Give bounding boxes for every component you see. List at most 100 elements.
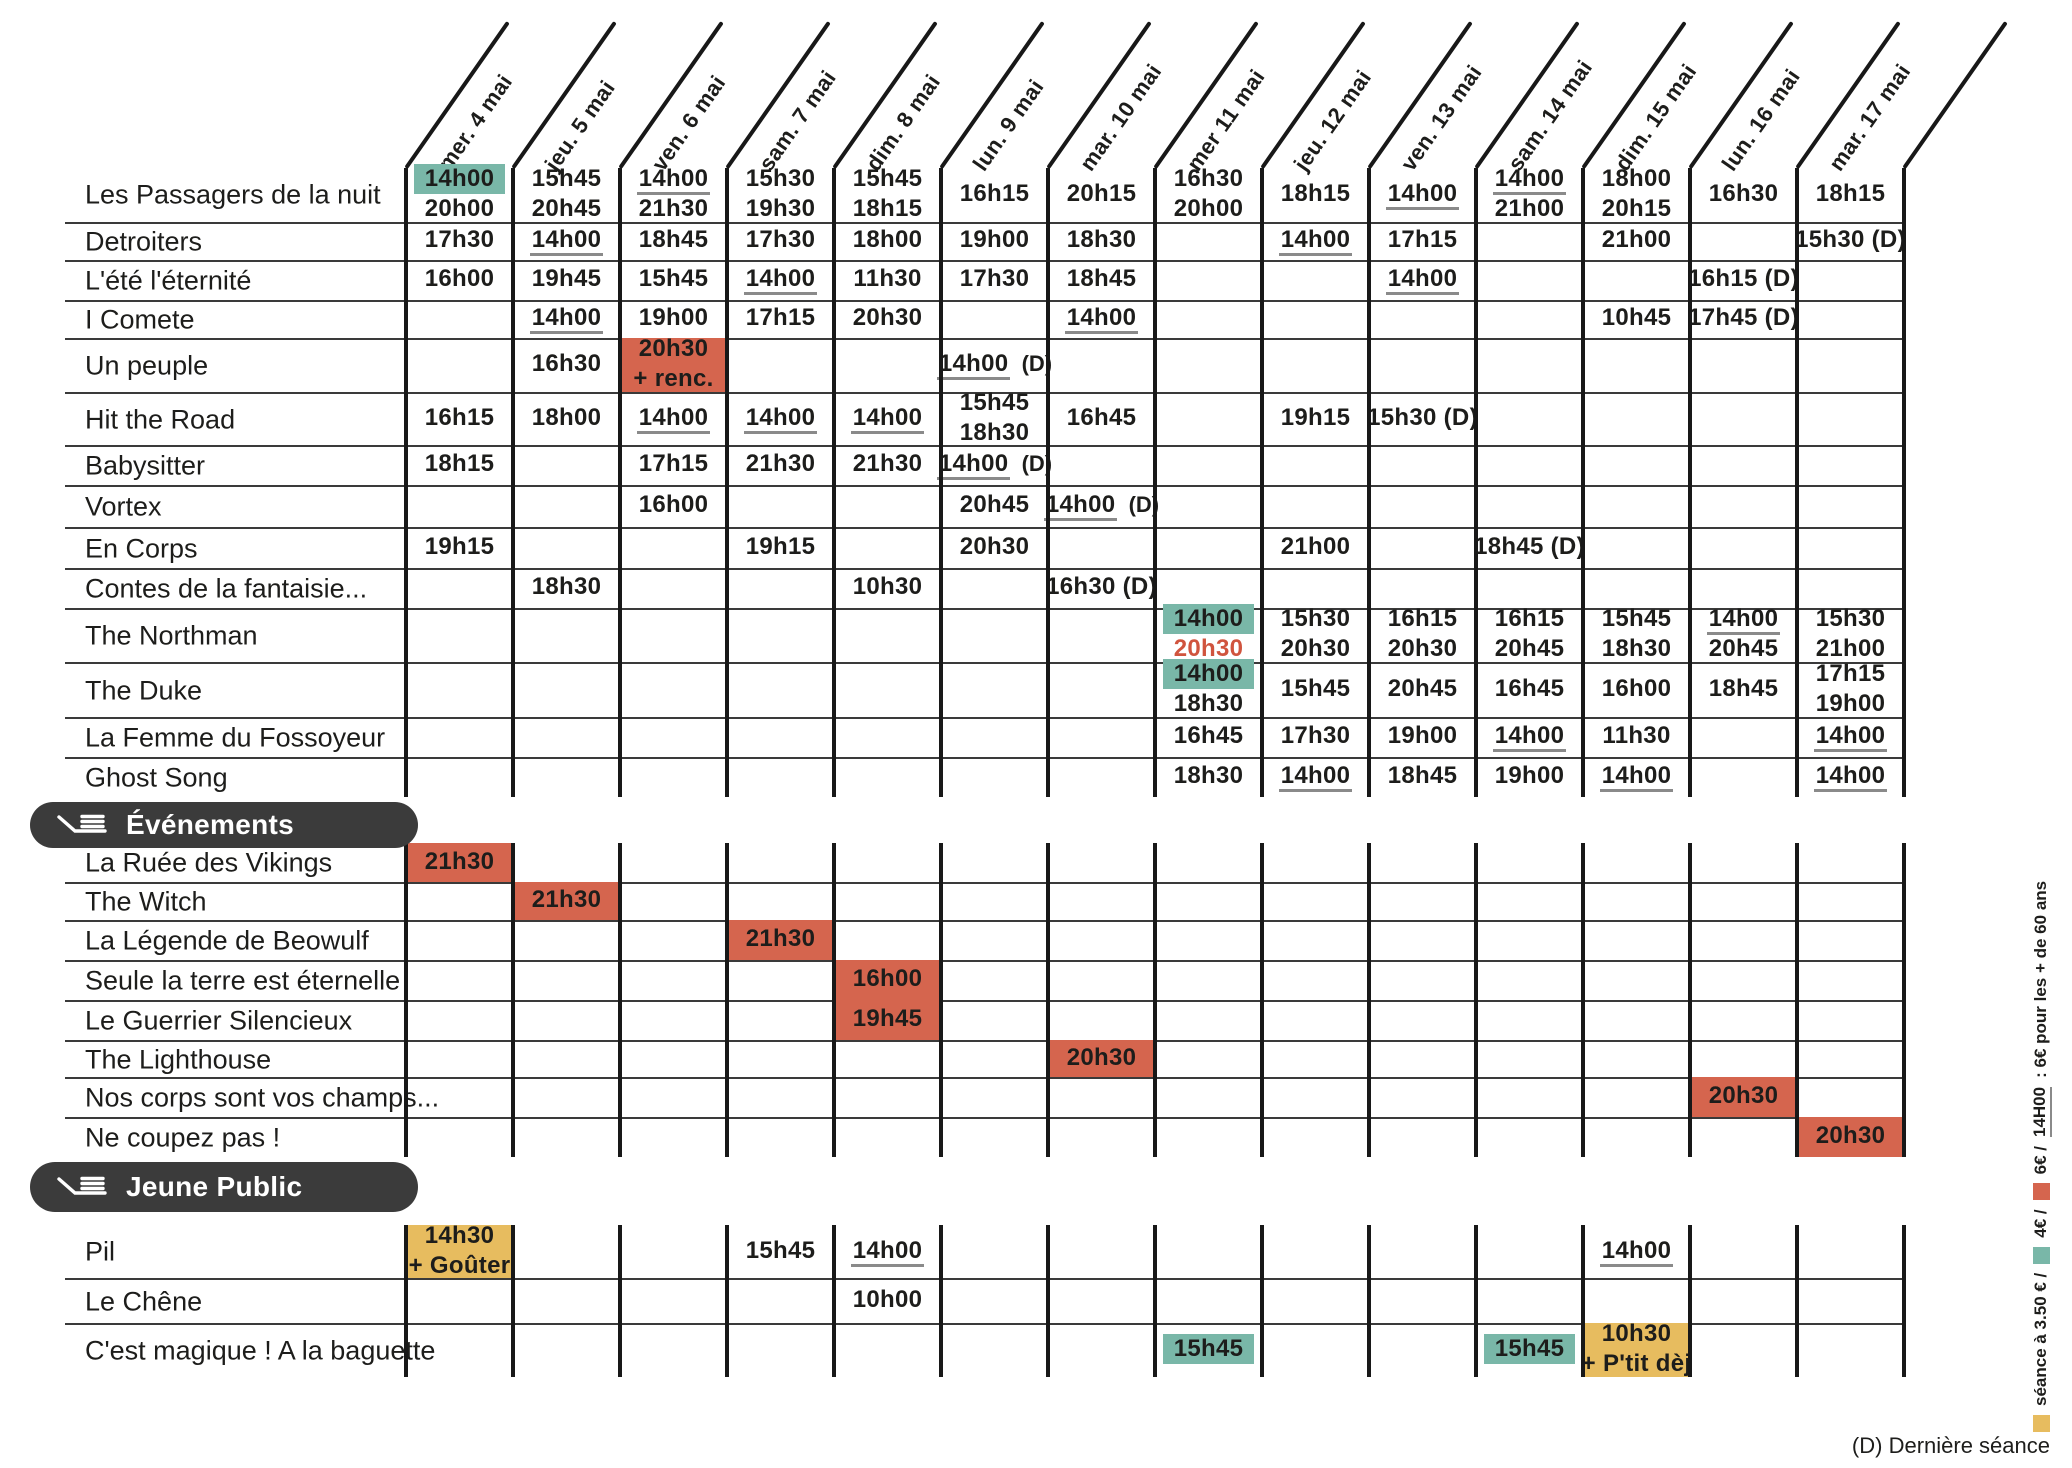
showtime-text: + renc.	[633, 365, 714, 392]
showtime: 21h30	[532, 886, 602, 916]
column-line	[1153, 1225, 1157, 1377]
showtime-cell: 15h45	[1476, 1323, 1583, 1377]
showtime-text: 18h45	[1387, 762, 1458, 789]
showtime-text: 11h30	[853, 265, 922, 292]
showtime: 21h00	[1495, 195, 1565, 225]
showtime-text: 15h30 (D)	[1367, 403, 1478, 431]
showtime-cell: 15h30 21h00	[1797, 605, 1904, 662]
film-title: Ghost Song	[85, 762, 228, 793]
showtime-cell: 14h00	[1476, 717, 1583, 757]
showtime: 21h00	[1602, 226, 1672, 256]
showtime-cell: 11h30	[1583, 717, 1690, 757]
showtime-cell: 19h15	[727, 527, 834, 568]
film-row: La Ruée des Vikings	[65, 843, 1904, 882]
showtime-cell: 14h00 (D)	[936, 338, 1052, 392]
showtime: 14h00	[1813, 722, 1888, 752]
showtime: 20h15	[1602, 195, 1672, 225]
showtime-text: 14h00	[1064, 304, 1139, 334]
film-row: C'est magique ! A la baguette	[65, 1323, 1904, 1377]
showtime: 10h30	[1602, 1320, 1672, 1350]
checklist-icon	[56, 1174, 108, 1200]
section-title: Événements	[126, 809, 294, 840]
film-row: Un peuple	[65, 338, 1904, 392]
showtime-cell: 14h00	[1583, 757, 1690, 797]
column-line	[1474, 843, 1478, 1157]
showtime-text: 14h00	[1599, 1236, 1674, 1267]
showtime-cell: 14h00	[513, 222, 620, 260]
showtime-cell: 15h45	[1155, 1323, 1262, 1377]
showtime-text: 16h45	[1173, 722, 1244, 749]
showtime-cell: 14h00	[834, 1225, 941, 1278]
showtime-text: 20h45	[1387, 674, 1458, 702]
column-line	[1474, 168, 1478, 797]
showtime-cell: 15h45	[727, 1225, 834, 1278]
showtime: 18h15	[853, 195, 923, 225]
showtime: 19h00	[639, 304, 709, 334]
showtime-cell: 20h30	[1048, 1040, 1155, 1077]
showtime: 14h00	[1162, 658, 1255, 690]
section-pill-evenements: Événements	[30, 802, 418, 848]
column-line	[1367, 843, 1371, 1157]
column-line	[404, 843, 408, 1157]
showtime: 16h00	[853, 965, 923, 995]
showtime: 16h15	[425, 404, 495, 434]
showtime: 16h15	[1495, 605, 1565, 635]
showtime-text: 18h15	[1815, 180, 1886, 207]
showtime: 20h00	[425, 195, 495, 225]
showtime: 20h30	[1388, 635, 1458, 665]
showtime-text: 15h45	[638, 265, 709, 292]
checklist-icon	[56, 812, 108, 838]
showtime-text: 20h15	[1601, 195, 1672, 222]
showtime-cell: 20h30	[941, 527, 1048, 568]
showtime-cell: 19h45	[513, 260, 620, 300]
column-line	[1902, 843, 1906, 1157]
showtime-text: + Goûter	[408, 1251, 511, 1279]
showtime-cell: 18h45	[1048, 260, 1155, 300]
showtime-text: 14h00	[1043, 491, 1118, 521]
showtime-cell: 18h15	[406, 445, 513, 485]
column-line	[1581, 168, 1585, 797]
showtime-text: 14h00	[1278, 762, 1353, 792]
film-title: Detroiters	[85, 226, 203, 257]
showtime: 18h30	[1602, 635, 1672, 665]
showtime-text: 15h45	[1280, 674, 1351, 702]
legend-text: séance à 3.50 € /	[2031, 1272, 2050, 1406]
red-price-swatch	[2032, 1183, 2050, 1201]
showtime: 18h30	[1174, 762, 1244, 792]
showtime: 18h30	[960, 419, 1030, 449]
showtime-cell: 14h00	[1048, 300, 1155, 338]
showtime: 20h30	[1709, 1082, 1779, 1112]
showtime-text: 16h30	[1173, 165, 1244, 192]
yellow-price-swatch	[2032, 1415, 2050, 1432]
showtime-cell: 15h30 19h30	[727, 165, 834, 222]
showtime: 17h15	[1388, 226, 1458, 256]
showtime-text: 14h00	[636, 403, 711, 434]
film-row: La Légende de Beowulf	[65, 920, 1904, 960]
showtime-text: 16h45	[1066, 403, 1137, 431]
showtime: 14h00	[1278, 762, 1353, 792]
showtime-cell: 14h00	[1262, 222, 1369, 260]
showtime: 21h30	[746, 450, 816, 480]
column-line	[939, 843, 943, 1157]
showtime-text: 15h45	[1601, 605, 1672, 632]
column-line	[1153, 843, 1157, 1157]
showtime: 16h30	[1709, 180, 1779, 210]
showtime-cell: 18h30	[1048, 222, 1155, 260]
showtime-cell: 16h30 (D)	[1046, 568, 1156, 608]
showtime-cell: 16h00	[620, 485, 727, 527]
date-header: mar. 17 mai	[1823, 59, 1916, 176]
showtime: 16h45	[1067, 404, 1137, 434]
showtime-text: 14h00	[413, 164, 506, 194]
showtime-cell: 15h30 (D)	[1367, 392, 1478, 445]
showtime: 17h15	[1816, 660, 1886, 690]
showtime-cell: 20h15	[1048, 168, 1155, 222]
showtime: 19h00	[1816, 690, 1886, 720]
showtime-cell: 20h30 + renc.	[620, 335, 727, 392]
showtime-text: 14h00	[1278, 226, 1353, 256]
showtime: 16h00	[639, 491, 709, 521]
showtime-text: 20h45	[1708, 635, 1779, 662]
showtime-cell: 18h00	[513, 392, 620, 445]
showtime-text: 14h00	[743, 265, 818, 295]
column-line	[1046, 1225, 1050, 1377]
showtime: 18h45	[1388, 762, 1458, 792]
